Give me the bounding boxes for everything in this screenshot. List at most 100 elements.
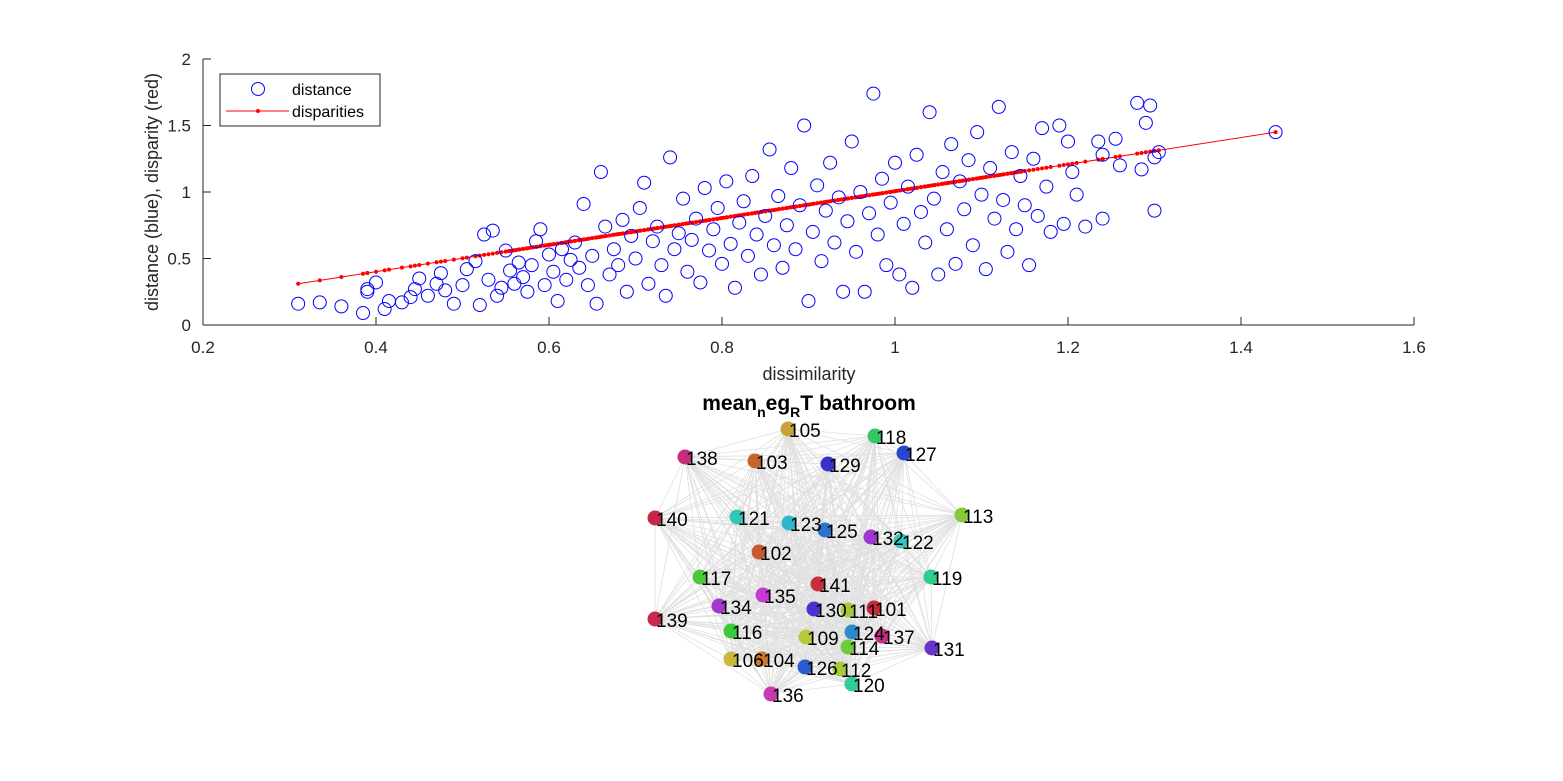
disparity-marker [828, 199, 833, 204]
network-edge [758, 536, 872, 553]
distance-point [723, 236, 738, 251]
distance-point [645, 234, 660, 249]
network-node [893, 533, 909, 549]
distance-point [883, 195, 898, 210]
network-edge [736, 463, 829, 518]
network-edge [761, 635, 883, 660]
disparity-marker [514, 247, 519, 252]
disparity-marker [908, 186, 913, 191]
network-edge [870, 452, 905, 538]
network-edge [754, 435, 876, 462]
network-edge [788, 463, 829, 524]
network-edge [730, 658, 841, 670]
network-edge [881, 540, 902, 637]
network-edge [730, 630, 806, 668]
disparity-marker [339, 275, 344, 280]
network-edge [699, 576, 819, 585]
network-node-label: 141 [819, 576, 851, 597]
distance-point [1108, 131, 1123, 146]
network-node-label: 134 [720, 598, 752, 619]
disparity-marker [1048, 165, 1053, 170]
distance-point [628, 251, 643, 266]
network-edge [730, 658, 853, 685]
network-node [820, 456, 836, 472]
network-edge [817, 576, 932, 585]
y-tick-label: 0 [182, 316, 191, 335]
distance-point [753, 267, 768, 282]
network-edge [874, 435, 963, 516]
disparity-marker [477, 253, 482, 258]
network-node-label: 135 [764, 587, 796, 608]
distance-point [1268, 125, 1283, 140]
distance-point [1078, 219, 1093, 234]
network-node-label: 118 [876, 428, 906, 449]
disparity-marker [860, 194, 865, 199]
network-edge [817, 583, 875, 609]
distance-point [913, 204, 928, 219]
distance-point [438, 283, 453, 298]
distance-point [805, 224, 820, 239]
network-edge [770, 608, 815, 695]
distance-point [801, 294, 816, 309]
disparity-marker [1135, 151, 1140, 156]
network-edge [788, 514, 963, 524]
distance-point [870, 227, 885, 242]
distance-point [740, 248, 755, 263]
network-node [692, 569, 708, 585]
distance-point [1138, 115, 1153, 130]
distance-point [676, 191, 691, 206]
disparity-marker [801, 203, 806, 208]
disparity-marker [967, 177, 972, 182]
distance-point [935, 165, 950, 180]
distance-point [857, 284, 872, 299]
distance-point [1091, 134, 1106, 149]
disparity-marker [873, 192, 878, 197]
x-tick-label: 1.2 [1056, 338, 1080, 357]
network-node-label: 130 [815, 601, 847, 622]
disparity-marker [374, 269, 378, 274]
network-edge [730, 583, 819, 660]
network-edge [654, 428, 789, 519]
distance-point [948, 256, 963, 271]
disparity-marker [960, 178, 965, 183]
distance-point [952, 174, 967, 189]
y-axis-label: distance (blue), disparity (red) [142, 73, 162, 311]
distance-point [606, 242, 621, 257]
network-edge [718, 576, 932, 607]
distance-point [697, 181, 712, 196]
disparity-marker [1148, 149, 1153, 154]
disparity-marker [486, 252, 491, 257]
distance-point [312, 295, 327, 310]
disparity-marker [867, 193, 872, 198]
network-node [647, 510, 663, 526]
network-node-label: 136 [772, 686, 804, 707]
title-part-sub2: R [790, 404, 800, 420]
disparity-marker [849, 195, 854, 200]
disparity-marker [749, 211, 754, 216]
network-node [954, 507, 970, 523]
network-node-label: 111 [849, 602, 878, 623]
network-node-label: 125 [826, 522, 858, 543]
disparity-marker [482, 252, 487, 257]
distance-point [381, 294, 396, 309]
distance-point [788, 242, 803, 257]
disparity-marker [593, 235, 598, 240]
network-edge [730, 636, 807, 660]
disparity-marker [884, 190, 889, 195]
disparity-marker [981, 175, 986, 180]
disparity-marker [818, 200, 823, 205]
title-part-end: T bathroom [800, 392, 916, 415]
distance-point [580, 278, 595, 293]
distance-point [559, 272, 574, 287]
distance-point [900, 179, 915, 194]
disparity-marker [490, 251, 495, 256]
disparity-marker [728, 214, 733, 219]
network-edge [770, 668, 841, 695]
network-edge [770, 683, 853, 695]
disparity-marker [763, 209, 768, 214]
distance-point [1069, 187, 1084, 202]
distance-point [1035, 121, 1050, 136]
disparity-marker [991, 173, 996, 178]
network-edge [754, 460, 902, 542]
disparity-marker [296, 281, 301, 286]
